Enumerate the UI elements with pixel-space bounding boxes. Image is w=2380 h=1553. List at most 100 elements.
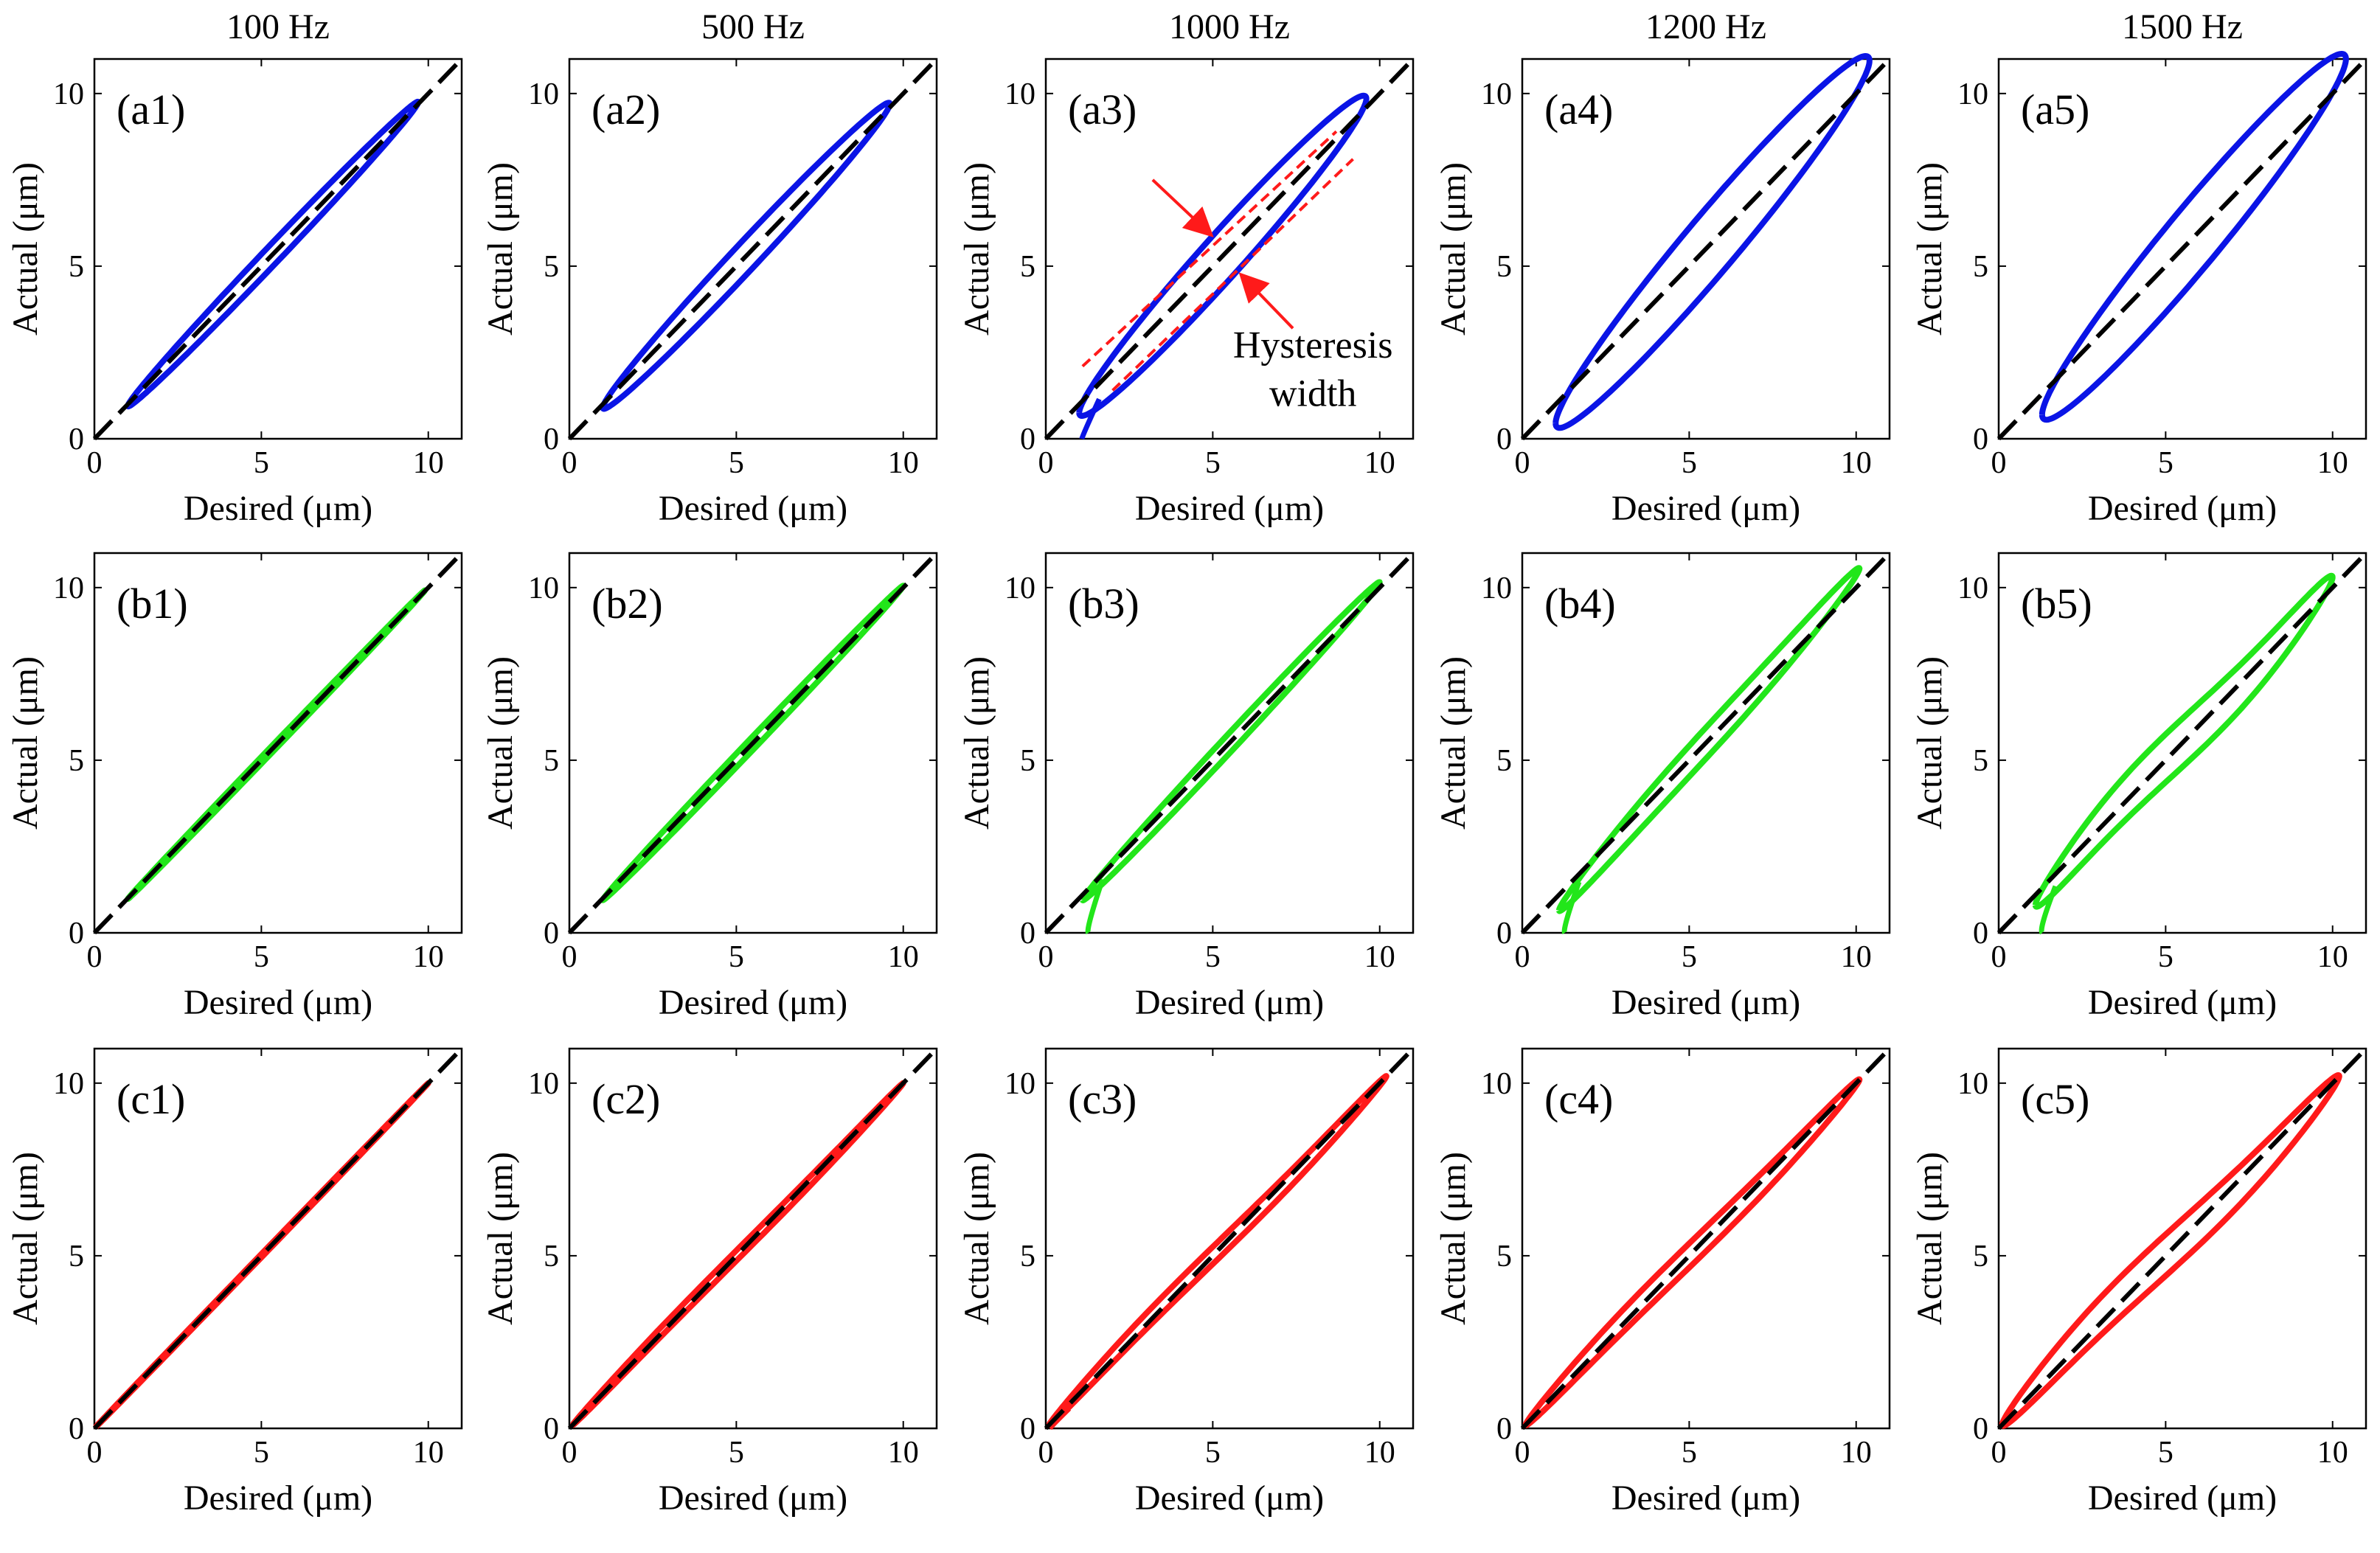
y-tick-label: 5: [1973, 744, 1988, 778]
x-tick-label: 0: [1991, 446, 2007, 480]
column-title-3: 1000 Hz: [1169, 7, 1290, 46]
x-axis-label: Desired (μm): [2088, 1479, 2277, 1518]
y-tick-label: 0: [69, 1412, 84, 1446]
startup-transient: [1079, 397, 1102, 440]
panel-c1: 0 5 10 0 5 10 Desired (μm) Actual (μm) (c1): [6, 1046, 464, 1518]
ideal-reference-line: [1996, 57, 2368, 441]
startup-transient: [1085, 878, 1106, 934]
y-tick-label: 10: [1005, 77, 1035, 111]
y-tick-label: 10: [1481, 77, 1512, 111]
ideal-reference-line: [1044, 1046, 1415, 1431]
panel-label: (b4): [1544, 580, 1616, 628]
y-tick-label: 0: [1496, 423, 1512, 456]
x-tick-label: 5: [2158, 940, 2173, 974]
y-tick-label: 5: [1496, 1240, 1512, 1274]
x-axis-label: Desired (μm): [184, 983, 372, 1022]
panel-a4: 0 5 10 0 5 10 Desired (μm) Actual (μm) (a4): [1434, 53, 1892, 528]
panel-label: (a1): [117, 86, 185, 133]
axes-frame: [1521, 552, 1891, 934]
axes-frame: [1044, 552, 1415, 934]
x-tick-label: 10: [888, 940, 919, 974]
y-axis-label: Actual (μm): [1434, 162, 1473, 336]
hysteresis-loop: [1076, 92, 1370, 419]
hysteresis-lower-bound: [1111, 158, 1354, 392]
panel-label: (c1): [117, 1075, 185, 1123]
panel-b3: 0 5 10 0 5 10 Desired (μm) Actual (μm) (b3): [957, 551, 1415, 1022]
x-tick-label: 5: [254, 940, 269, 974]
x-tick-label: 0: [1515, 940, 1530, 974]
y-tick-label: 5: [1020, 250, 1035, 284]
ideal-reference-line: [1520, 1046, 1892, 1431]
x-tick-label: 5: [254, 446, 269, 480]
axes-frame: [1521, 1047, 1891, 1430]
y-axis-label: Actual (μm): [1910, 162, 1949, 336]
hysteresis-loop: [600, 100, 893, 412]
y-tick-label: 10: [1957, 571, 1988, 605]
y-tick-label: 10: [1481, 571, 1512, 605]
x-axis-label: Desired (μm): [1611, 1479, 1800, 1518]
x-tick-label: 5: [1205, 1436, 1221, 1470]
y-tick-label: 5: [69, 1240, 84, 1274]
y-axis-label: Actual (μm): [6, 162, 45, 336]
column-title-1: 100 Hz: [226, 7, 330, 46]
y-tick-label: 0: [1973, 423, 1988, 456]
panel-b5: 0 5 10 0 5 10 Desired (μm) Actual (μm) (b5): [1910, 551, 2368, 1022]
y-axis-label: Actual (μm): [1434, 1152, 1473, 1325]
x-tick-label: 0: [87, 1436, 103, 1470]
panel-label: (c2): [591, 1075, 660, 1123]
x-tick-label: 10: [413, 446, 444, 480]
x-axis-label: Desired (μm): [1135, 489, 1324, 528]
y-tick-label: 10: [1481, 1067, 1512, 1101]
x-tick-label: 0: [1515, 1436, 1530, 1470]
y-tick-label: 10: [1957, 77, 1988, 111]
y-axis-label: Actual (μm): [1434, 656, 1473, 830]
y-tick-label: 5: [544, 1240, 559, 1274]
panel-b2: 0 5 10 0 5 10 Desired (μm) Actual (μm) (b2): [481, 551, 939, 1022]
panel-label: (b5): [2021, 580, 2092, 628]
ideal-reference-line: [1044, 57, 1415, 441]
x-tick-label: 5: [1682, 940, 1697, 974]
ideal-reference-line: [1996, 551, 2368, 935]
y-tick-label: 5: [1496, 744, 1512, 778]
ideal-reference-line: [567, 1046, 939, 1431]
y-tick-label: 10: [53, 571, 84, 605]
annotation-line-1: Hysteresis: [1233, 324, 1393, 366]
y-tick-label: 0: [1973, 1412, 1988, 1446]
x-tick-label: 10: [1841, 1436, 1872, 1470]
panel-c3: 0 5 10 0 5 10 Desired (μm) Actual (μm) (c3): [957, 1046, 1415, 1518]
panel-c2: 0 5 10 0 5 10 Desired (μm) Actual (μm) (c2): [481, 1046, 939, 1518]
y-axis-label: Actual (μm): [481, 162, 520, 336]
x-axis-label: Desired (μm): [659, 983, 847, 1022]
axes-frame: [93, 552, 463, 934]
ideal-reference-line: [92, 1046, 464, 1431]
startup-transient: [2039, 885, 2058, 935]
x-tick-label: 10: [1841, 446, 1872, 480]
x-tick-label: 5: [2158, 1436, 2173, 1470]
y-tick-label: 0: [1973, 917, 1988, 951]
y-tick-label: 5: [69, 744, 84, 778]
y-axis-label: Actual (μm): [1910, 656, 1949, 830]
hysteresis-loop: [1555, 565, 1863, 914]
y-tick-label: 5: [1496, 250, 1512, 284]
hysteresis-loop: [1552, 53, 1873, 431]
x-axis-label: Desired (μm): [659, 489, 847, 528]
ideal-reference-line: [1996, 1046, 2368, 1431]
axes-frame: [568, 58, 938, 440]
y-tick-label: 0: [1020, 423, 1035, 456]
x-tick-label: 5: [729, 940, 744, 974]
x-tick-label: 0: [1038, 446, 1054, 480]
panel-a2: 0 5 10 0 5 10 Desired (μm) Actual (μm) (a2): [481, 57, 939, 528]
x-tick-label: 5: [729, 446, 744, 480]
y-axis-label: Actual (μm): [6, 1152, 45, 1325]
x-axis-label: Desired (μm): [1135, 1479, 1324, 1518]
ideal-reference-line: [567, 57, 939, 441]
hysteresis-loop: [1046, 1073, 1390, 1428]
x-tick-label: 5: [1682, 1436, 1697, 1470]
x-axis-label: Desired (μm): [1135, 983, 1324, 1022]
y-tick-label: 0: [69, 423, 84, 456]
x-axis-label: Desired (μm): [2088, 983, 2277, 1022]
x-tick-label: 0: [1038, 1436, 1054, 1470]
axes-frame: [1997, 1047, 2367, 1430]
ideal-reference-line: [92, 57, 464, 441]
